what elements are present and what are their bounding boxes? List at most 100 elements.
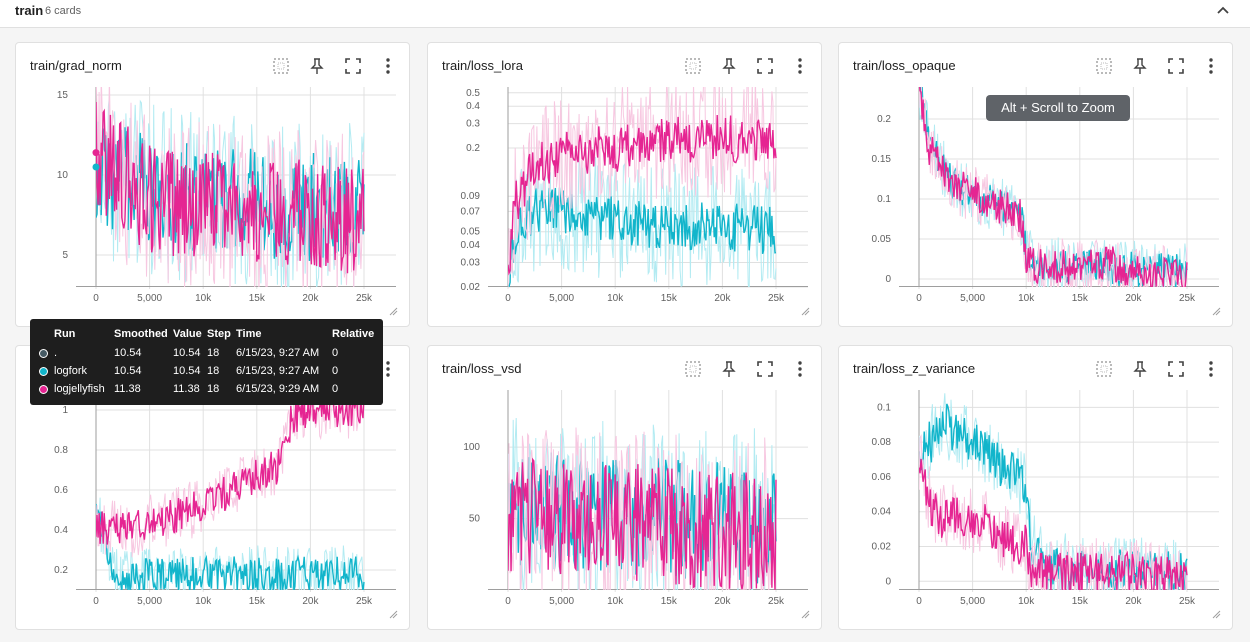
fullscreen-icon[interactable] [1165, 358, 1187, 380]
tooltip-header-run: Run [54, 328, 76, 340]
fullscreen-icon[interactable] [1165, 55, 1187, 77]
fullscreen-icon[interactable] [754, 358, 776, 380]
resize-handle[interactable] [389, 307, 398, 316]
chart-plot[interactable]: 0.02 0.03 0.04 0.05 0.07 0.09 0.2 0.3 0.4 0.5 0 5,0… [428, 43, 823, 328]
tooltip-run-name: logfork [54, 365, 88, 377]
tooltip-time: 6/15/23, 9:27 AM [236, 347, 320, 359]
more-vert-icon[interactable] [377, 55, 399, 77]
y-tick-label: 0.3 [466, 119, 480, 130]
chart-plot[interactable]: 0.2 0.4 0.6 0.8 1 0 5,000 10k 15k 20k 25k [16, 346, 411, 631]
tooltip-relative: 0 [332, 347, 339, 359]
tooltip-header-step: Step [207, 328, 231, 340]
x-tick-label: 20k [714, 293, 731, 304]
fullscreen-icon[interactable] [754, 55, 776, 77]
y-tick-label: 0.2 [54, 565, 68, 576]
series-raw-line-logjellyfish [508, 87, 777, 287]
y-tick-label: 0.02 [461, 282, 481, 293]
chart-plot[interactable]: 0 0.02 0.04 0.06 0.08 0.1 0 5,000 10k 15k 20k 25k [839, 346, 1234, 631]
y-tick-label: 0.04 [461, 240, 481, 251]
series-raw-line-logfork [96, 497, 365, 590]
y-tick-label: 0.6 [54, 485, 68, 496]
fit-domain-icon[interactable] [270, 55, 292, 77]
x-tick-label: 15k [1072, 293, 1089, 304]
tooltip-header-smoothed: Smoothed [114, 328, 168, 340]
y-tick-label: 0 [885, 274, 891, 285]
fit-domain-icon[interactable] [1093, 55, 1115, 77]
run-color-swatch [39, 385, 48, 394]
chart-card: train/grad_norm 5 10 15 0 5,000 10k 15k 20k 25k [15, 42, 410, 327]
tooltip-header-value: Value [173, 328, 202, 340]
section-card-count: 6 cards [45, 5, 82, 17]
fullscreen-icon[interactable] [342, 55, 364, 77]
run-color-swatch [39, 367, 48, 376]
series-smoothed-line-logjellyfish [96, 101, 365, 274]
series-smoothed-line-logjellyfish [96, 393, 365, 545]
x-tick-label: 5,000 [137, 596, 162, 607]
x-tick-label: 25k [768, 596, 785, 607]
more-vert-icon[interactable] [1200, 55, 1222, 77]
resize-handle[interactable] [1212, 307, 1221, 316]
chart-card: train/loss_z_variance 0 0.02 0.04 0.06 0.08 0.… [838, 345, 1233, 630]
x-tick-label: 10k [1018, 596, 1035, 607]
chevron-up-icon[interactable] [1212, 0, 1234, 22]
chart-plot[interactable]: 0 0.05 0.1 0.15 0.2 0 5,000 10k 15k 20k 25k [839, 43, 1234, 328]
y-tick-label: 0.2 [877, 114, 891, 125]
chart-plot[interactable]: 5 10 15 0 5,000 10k 15k 20k 25k [16, 43, 411, 328]
more-vert-icon[interactable] [789, 358, 811, 380]
pin-icon[interactable] [306, 55, 328, 77]
resize-handle[interactable] [801, 610, 810, 619]
fit-domain-icon[interactable] [682, 55, 704, 77]
y-tick-label: 0 [885, 576, 891, 587]
y-tick-label: 15 [57, 90, 69, 101]
y-tick-label: 0.05 [461, 227, 481, 238]
series-raw-line-logjellyfish [919, 433, 1188, 590]
more-vert-icon[interactable] [377, 358, 399, 380]
chart-card: train/loss_opaque 0 0.05 0.1 0.15 0.2 0 5,000 10… [838, 42, 1233, 327]
x-tick-label: 20k [714, 596, 731, 607]
resize-handle[interactable] [389, 610, 398, 619]
pin-icon[interactable] [718, 358, 740, 380]
y-tick-label: 0.5 [466, 88, 480, 99]
tooltip-header-time: Time [236, 328, 262, 340]
tooltip-step: 18 [207, 347, 220, 359]
x-tick-label: 15k [249, 596, 266, 607]
tooltip-time: 6/15/23, 9:27 AM [236, 365, 320, 377]
chart-title: train/loss_z_variance [853, 361, 976, 376]
chart-title: train/loss_lora [442, 58, 523, 73]
tooltip-time: 6/15/23, 9:29 AM [236, 383, 320, 395]
hover-marker [92, 163, 100, 171]
tooltip-step: 18 [207, 383, 220, 395]
resize-handle[interactable] [801, 307, 810, 316]
tooltip-relative: 0 [332, 383, 339, 395]
x-tick-label: 5,000 [960, 293, 985, 304]
tooltip-smoothed: 10.54 [114, 365, 142, 377]
x-tick-label: 25k [356, 293, 373, 304]
more-vert-icon[interactable] [1200, 358, 1222, 380]
fit-domain-icon[interactable] [1093, 358, 1115, 380]
chart-card: train/loss_vsd 50 100 0 5,000 10k 15k 20k 25k [427, 345, 822, 630]
x-tick-label: 0 [916, 596, 922, 607]
y-tick-label: 0.02 [872, 542, 892, 553]
more-vert-icon[interactable] [789, 55, 811, 77]
chart-plot[interactable]: 50 100 0 5,000 10k 15k 20k 25k [428, 346, 823, 631]
x-tick-label: 10k [607, 293, 624, 304]
pin-icon[interactable] [718, 55, 740, 77]
chart-title: train/grad_norm [30, 58, 122, 73]
pin-icon[interactable] [1129, 358, 1151, 380]
fit-domain-icon[interactable] [682, 358, 704, 380]
resize-handle[interactable] [1212, 610, 1221, 619]
x-tick-label: 15k [249, 293, 266, 304]
x-tick-label: 15k [1072, 596, 1089, 607]
series-smoothed-line-logjellyfish [919, 458, 1188, 590]
x-tick-label: 15k [661, 293, 678, 304]
pin-icon[interactable] [1129, 55, 1151, 77]
y-tick-label: 10 [57, 170, 69, 181]
tooltip-relative: 0 [332, 365, 339, 377]
tooltip-value: 11.38 [173, 383, 200, 395]
x-tick-label: 5,000 [960, 596, 985, 607]
hover-marker [92, 149, 100, 157]
y-tick-label: 0.04 [872, 507, 892, 518]
x-tick-label: 25k [356, 596, 373, 607]
y-tick-label: 0.2 [466, 143, 480, 154]
series-smoothed-line-logjellyfish [919, 87, 1188, 287]
